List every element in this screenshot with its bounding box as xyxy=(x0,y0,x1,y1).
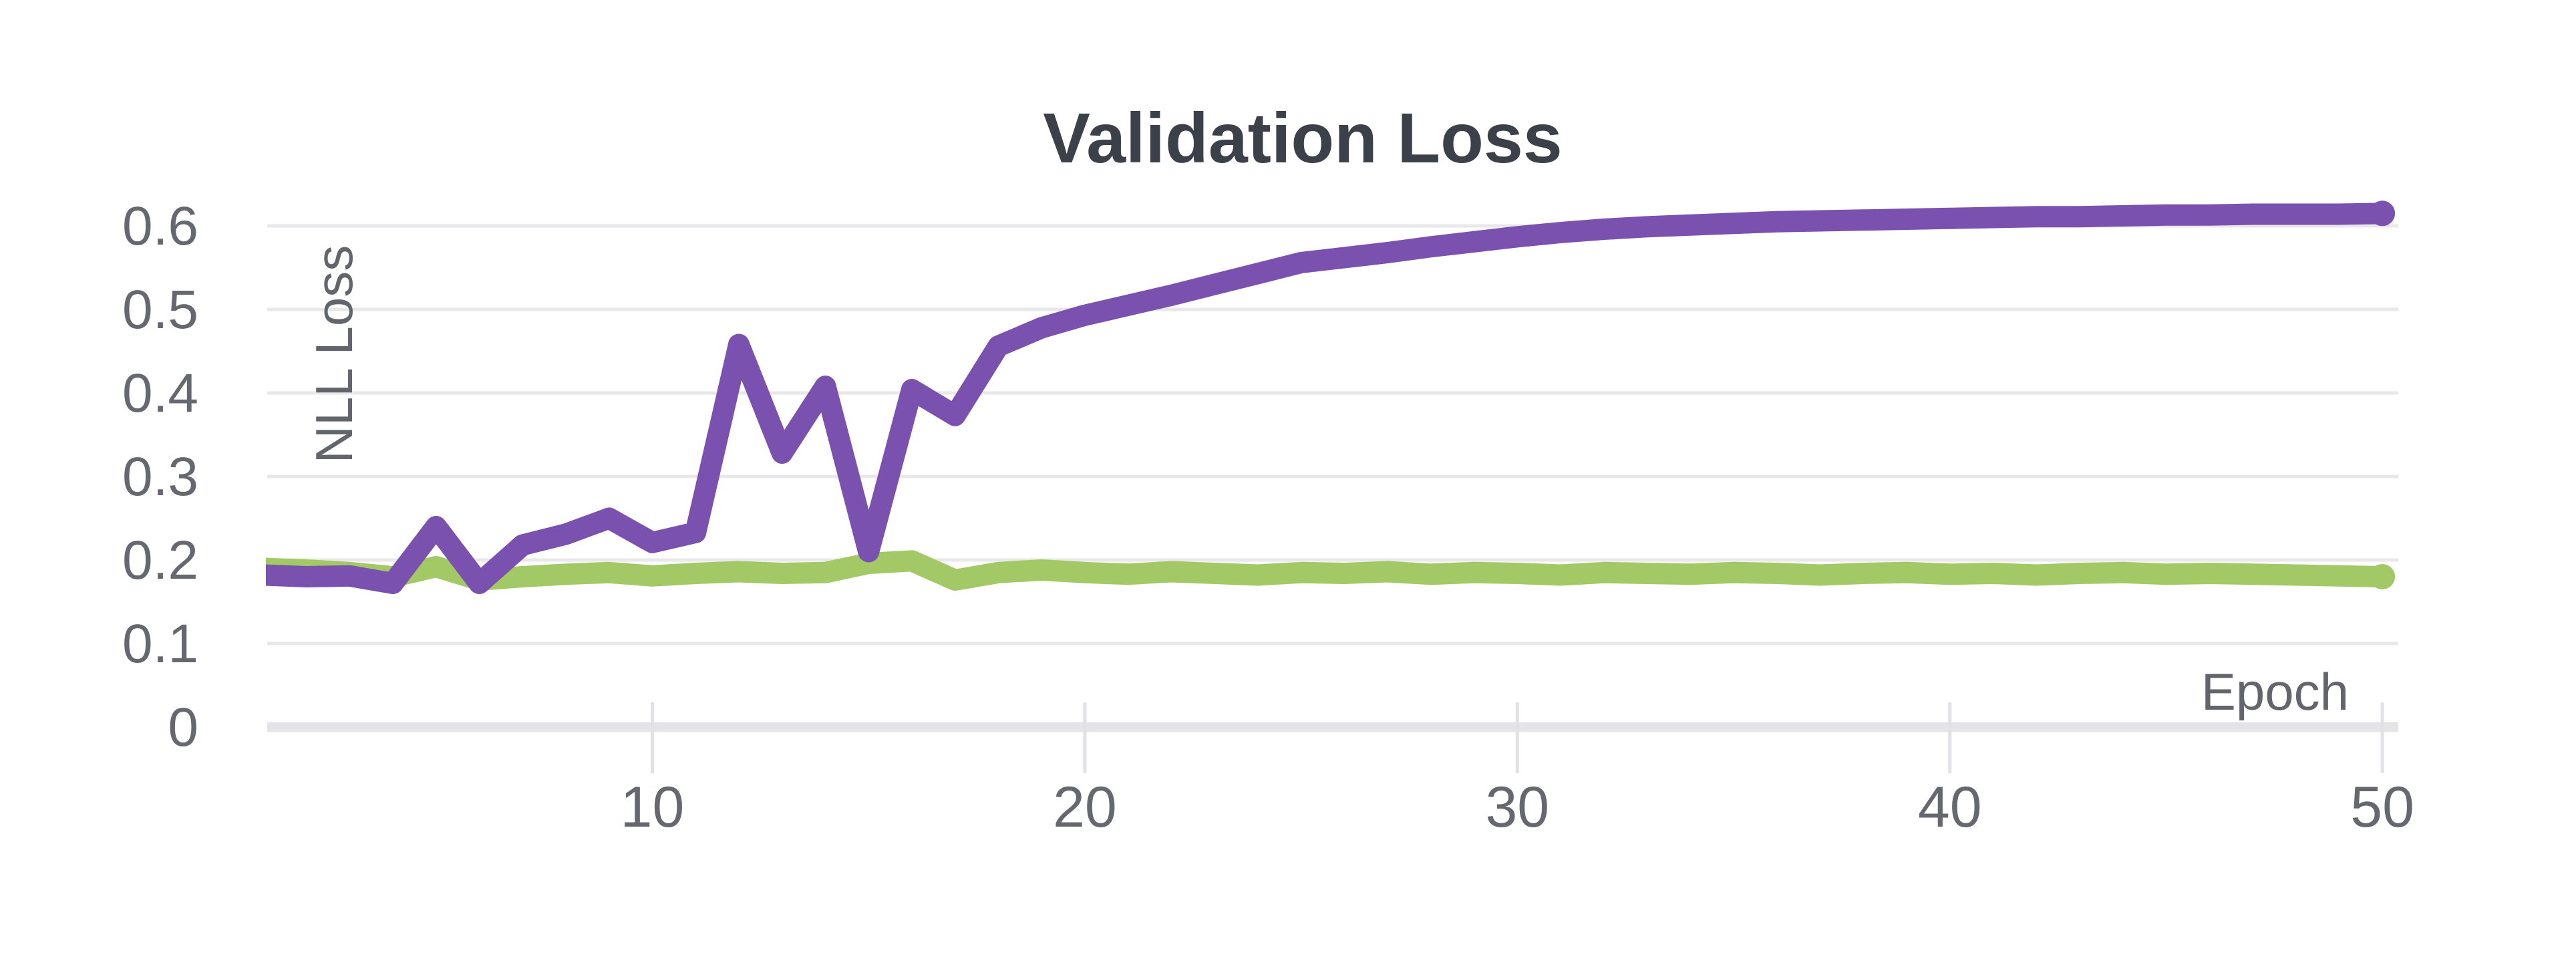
series-purple-line xyxy=(266,202,2394,594)
y-tick-label: 0.1 xyxy=(122,613,198,674)
series-green-endcap xyxy=(2370,564,2396,589)
x-tick-label: 20 xyxy=(1053,775,1117,839)
series-green-line xyxy=(266,550,2394,591)
x-tick-label: 40 xyxy=(1918,775,1982,839)
x-tick-label: 50 xyxy=(2350,775,2414,839)
y-tick-label: 0.2 xyxy=(122,530,198,591)
series-group xyxy=(266,200,2396,594)
x-tick-label: 10 xyxy=(621,775,685,839)
x-axis-title: Epoch xyxy=(2201,662,2349,721)
y-tick-label: 0.3 xyxy=(122,446,198,507)
x-tick-marks xyxy=(651,702,2384,773)
series-purple-endcap xyxy=(2370,200,2396,227)
y-tick-label: 0 xyxy=(168,697,198,758)
y-tick-label: 0.5 xyxy=(122,279,198,340)
y-tick-label: 0.4 xyxy=(122,363,198,424)
y-axis-title: NLL Loss xyxy=(305,245,363,464)
chart-title: Validation Loss xyxy=(1043,99,1563,178)
y-tick-label: 0.6 xyxy=(122,196,198,257)
axis-labels: 0 0.1 0.2 0.3 0.4 0.5 0.6 10 20 30 40 50 xyxy=(122,196,2414,839)
x-tick-label: 30 xyxy=(1485,775,1549,839)
